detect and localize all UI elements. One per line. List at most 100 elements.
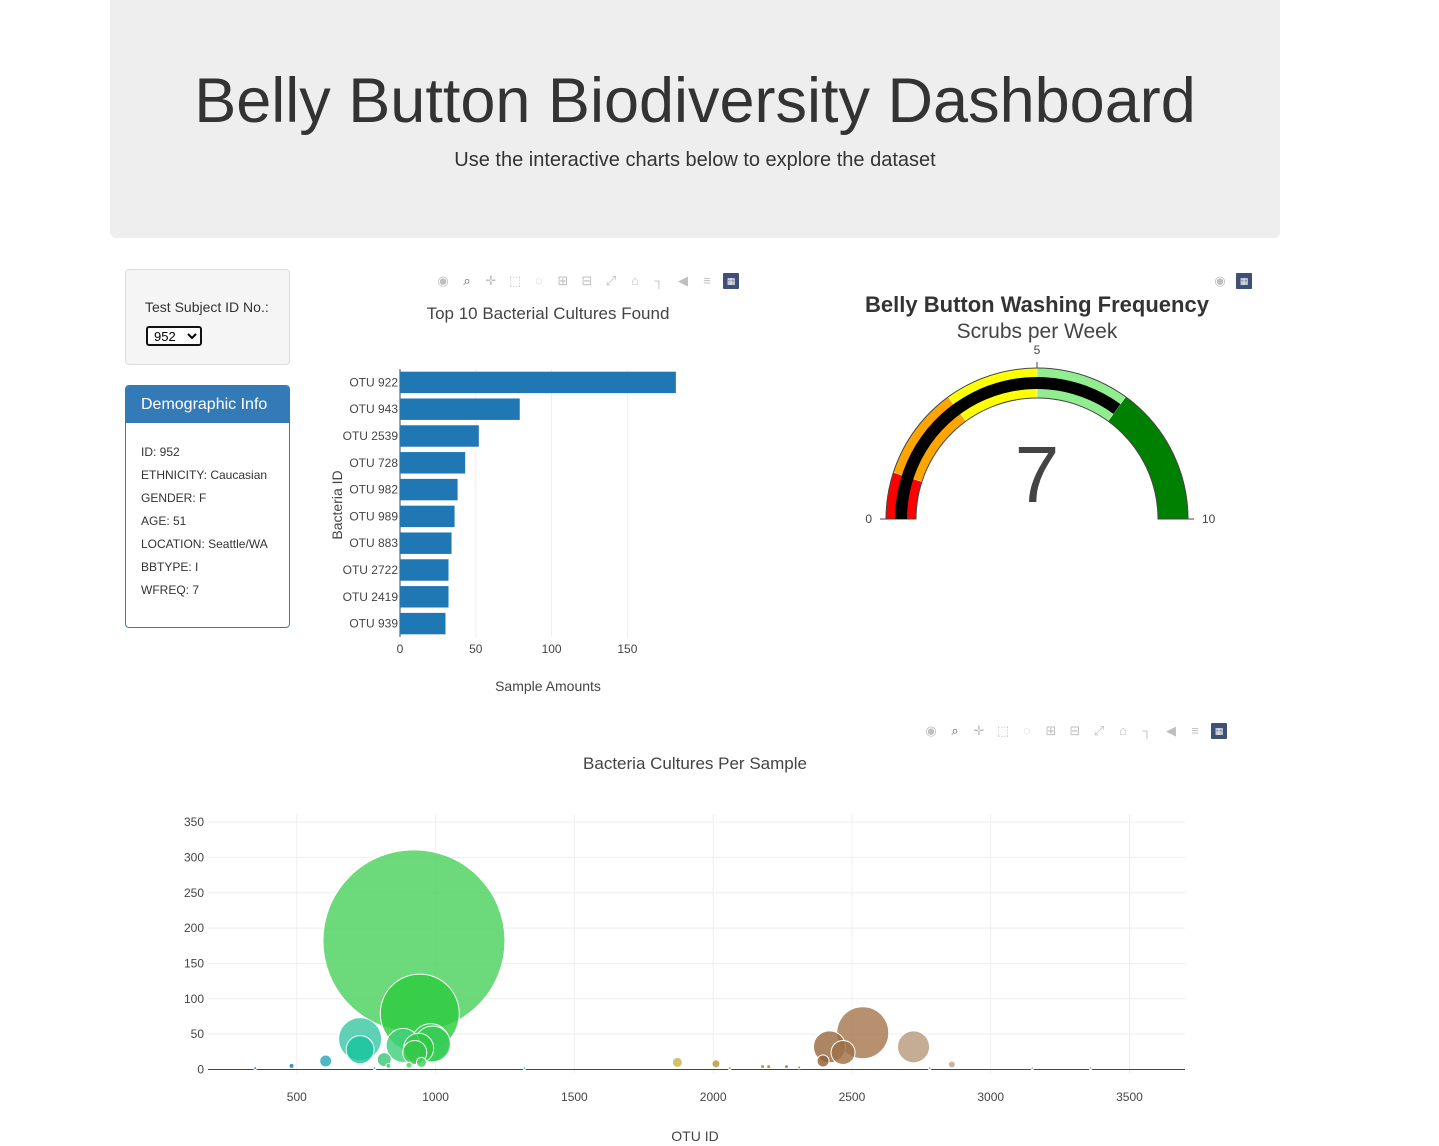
demo-id: ID: 952	[141, 445, 180, 459]
bubble-point[interactable]	[319, 1054, 333, 1068]
bar-y-tick-label: OTU 2539	[343, 429, 399, 443]
bubble-point[interactable]	[783, 1064, 789, 1070]
zoom-in-icon[interactable]: ⊞	[1045, 723, 1057, 738]
gauge-value-bar	[895, 377, 1121, 519]
bubble-point[interactable]	[760, 1064, 766, 1070]
bar-mark[interactable]	[400, 398, 520, 420]
bubble-point[interactable]	[415, 1056, 427, 1068]
bar-y-tick-label: OTU 989	[349, 509, 398, 523]
bubble-point[interactable]	[345, 1035, 375, 1065]
bar-mark[interactable]	[400, 505, 455, 528]
box-select-icon[interactable]: ⬚	[996, 723, 1010, 738]
spike-lines-icon[interactable]: ┐	[1142, 723, 1152, 738]
bubble-x-tick-label: 2500	[839, 1090, 866, 1104]
bubble-chart-points	[253, 849, 1093, 1071]
pan-icon[interactable]: ✛	[485, 273, 497, 288]
bubble-x-tick-label: 500	[287, 1090, 307, 1104]
reset-axes-icon[interactable]: ⌂	[631, 273, 639, 288]
gauge-chart[interactable]: Belly Button Washing Frequency Scrubs pe…	[830, 290, 1250, 540]
bubble-point[interactable]	[797, 1065, 802, 1070]
camera-icon[interactable]: ◉	[437, 273, 449, 288]
plotly-logo-icon[interactable]: ▦	[1211, 723, 1227, 739]
hover-compare-icon[interactable]: ≡	[1191, 723, 1199, 738]
demo-ethnicity: ETHNICITY: Caucasian	[141, 468, 268, 482]
bar-mark[interactable]	[400, 532, 452, 554]
zoom-out-icon[interactable]: ⊟	[581, 273, 593, 288]
page-subtitle: Use the interactive charts below to expl…	[454, 149, 936, 171]
zoom-icon[interactable]: ⌕	[463, 273, 471, 288]
gauge-value-number: 7	[1015, 430, 1060, 519]
zoom-out-icon[interactable]: ⊟	[1069, 723, 1081, 738]
bubble-point[interactable]	[727, 1066, 732, 1071]
bar-chart[interactable]: Top 10 Bacterial Cultures Found OTU 922O…	[320, 295, 790, 705]
bar-mark[interactable]	[400, 452, 466, 474]
bubble-point[interactable]	[1030, 1066, 1035, 1071]
bubble-point[interactable]	[927, 1066, 932, 1071]
zoom-icon[interactable]: ⌕	[951, 723, 959, 738]
bar-chart-bars	[400, 371, 676, 635]
demo-age: AGE: 51	[141, 514, 187, 528]
subject-id-select[interactable]: 952	[146, 326, 202, 346]
plotly-logo-icon[interactable]: ▦	[1236, 273, 1252, 289]
bar-mark[interactable]	[400, 559, 449, 581]
hover-closest-icon[interactable]: ◀	[678, 273, 688, 288]
bubble-chart-ticks: 0 50 100 150 200 250 300 350 500 1000 1500 2000 2500…	[184, 815, 1143, 1104]
hover-compare-icon[interactable]: ≡	[703, 273, 711, 288]
demo-gender: GENDER: F	[141, 491, 207, 505]
bar-mark[interactable]	[400, 478, 458, 501]
bubble-point[interactable]	[947, 1060, 956, 1069]
bar-mark[interactable]	[400, 586, 449, 608]
zoom-in-icon[interactable]: ⊞	[557, 273, 569, 288]
demo-location: LOCATION: Seattle/WA	[141, 537, 268, 551]
bar-x-tick-label: 100	[542, 642, 562, 656]
bubble-point[interactable]	[372, 1066, 377, 1071]
pan-icon[interactable]: ✛	[973, 723, 985, 738]
gauge-chart-modebar: ◉ ▦	[1212, 272, 1260, 290]
bubble-point[interactable]	[522, 1066, 527, 1071]
page-title: Belly Button Biodiversity Dashboard	[194, 66, 1196, 136]
hover-closest-icon[interactable]: ◀	[1166, 723, 1176, 738]
bubble-x-tick-label: 3000	[977, 1090, 1004, 1104]
bubble-x-tick-label: 1500	[561, 1090, 588, 1104]
camera-icon[interactable]: ◉	[925, 723, 937, 738]
bar-mark[interactable]	[400, 612, 446, 635]
box-select-icon[interactable]: ⬚	[508, 273, 522, 288]
bubble-point[interactable]	[385, 1062, 392, 1069]
autoscale-icon[interactable]: ⤢	[1093, 723, 1105, 738]
lasso-icon[interactable]: ◌	[535, 273, 543, 288]
bar-mark[interactable]	[400, 371, 676, 394]
bubble-y-tick-label: 50	[191, 1027, 205, 1041]
bubble-point[interactable]	[405, 1061, 413, 1069]
bubble-point[interactable]	[671, 1056, 683, 1068]
bar-chart-x-ticks: 0 50 100 150	[397, 642, 638, 656]
gauge-step	[1107, 396, 1189, 520]
bubble-point[interactable]	[1088, 1066, 1093, 1071]
bar-mark[interactable]	[400, 425, 479, 447]
bubble-chart-modebar: ◉ ⌕ ✛ ⬚ ◌ ⊞ ⊟ ⤢ ⌂ ┐ ◀ ≡ ▦	[923, 722, 1235, 740]
header-jumbotron: Belly Button Biodiversity Dashboard Use …	[110, 0, 1280, 238]
bar-y-tick-label: OTU 2722	[343, 563, 399, 577]
bubble-x-tick-label: 2000	[700, 1090, 727, 1104]
plotly-logo-icon[interactable]: ▦	[723, 273, 739, 289]
bubble-point[interactable]	[830, 1040, 856, 1066]
bar-chart-y-ticks: OTU 922 OTU 943 OTU 2539 OTU 728 OTU 982 OTU …	[343, 375, 399, 630]
bar-x-tick-label: 50	[469, 642, 483, 656]
bubble-point[interactable]	[288, 1062, 295, 1069]
bubble-point[interactable]	[766, 1064, 772, 1070]
camera-icon[interactable]: ◉	[1214, 273, 1226, 288]
bubble-point[interactable]	[253, 1066, 258, 1071]
gauge-ticks: 0 5 10	[865, 343, 1215, 526]
gauge-outline	[885, 367, 1189, 520]
bubble-point[interactable]	[816, 1054, 830, 1068]
bubble-x-tick-label: 3500	[1116, 1090, 1143, 1104]
bar-y-tick-label: OTU 939	[349, 617, 398, 631]
bar-y-tick-label: OTU 883	[349, 536, 398, 550]
spike-lines-icon[interactable]: ┐	[654, 273, 664, 288]
bubble-chart[interactable]: Bacteria Cultures Per Sample 0 50 100 150 20…	[170, 745, 1210, 1146]
bubble-point[interactable]	[897, 1030, 931, 1064]
bubble-point[interactable]	[711, 1059, 721, 1069]
reset-axes-icon[interactable]: ⌂	[1119, 723, 1127, 738]
lasso-icon[interactable]: ◌	[1023, 723, 1031, 738]
bar-y-tick-label: OTU 728	[349, 456, 398, 470]
autoscale-icon[interactable]: ⤢	[605, 273, 617, 288]
